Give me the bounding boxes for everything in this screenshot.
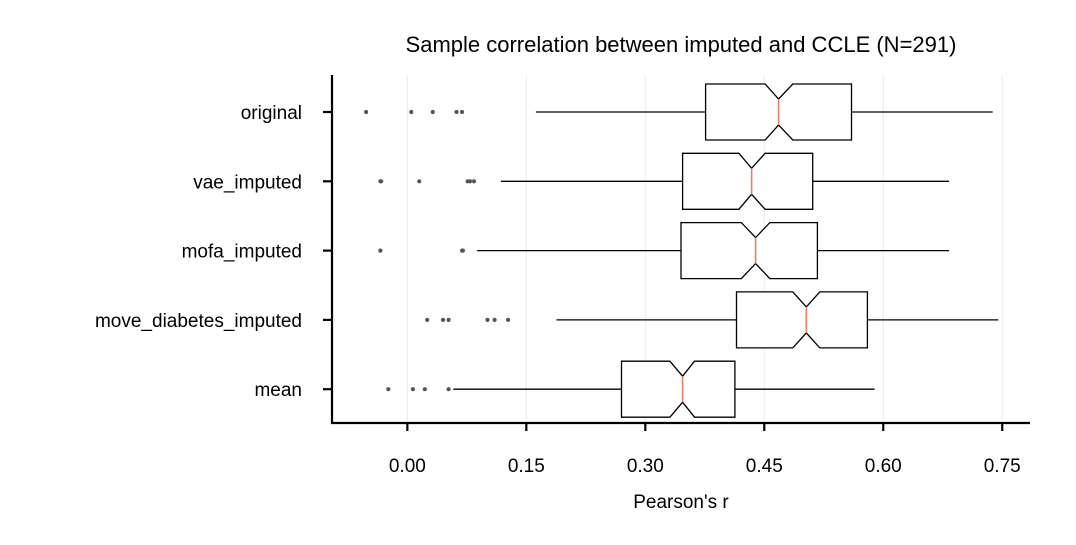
x-tick-label: 0.60: [865, 456, 902, 477]
box-group-original: [364, 83, 993, 141]
box-body: [735, 291, 869, 349]
box-group-mean: [386, 360, 875, 418]
outlier-point: [471, 179, 477, 184]
outlier-point: [505, 317, 511, 322]
x-axis-label: Pearson's r: [633, 492, 729, 513]
outlier-point: [492, 317, 497, 322]
outlier-point: [430, 109, 435, 115]
y-axis-ticks: original vae_imputed mofa_imputed move_diab…: [95, 103, 332, 401]
y-tick-label: mean: [254, 380, 302, 401]
outlier-point: [386, 387, 391, 392]
outlier-point: [410, 387, 416, 392]
x-tick-label: 0.45: [746, 456, 783, 477]
outlier-point: [378, 248, 383, 253]
box-group-move_diabetes_imputed: [425, 291, 999, 349]
y-tick-label: move_diabetes_imputed: [95, 311, 302, 332]
x-tick-label: 0.75: [984, 456, 1021, 477]
y-tick-label: mofa_imputed: [182, 242, 302, 263]
x-tick-label: 0.15: [508, 456, 545, 477]
x-tick-label: 0.00: [389, 456, 426, 477]
chart-title: Sample correlation between imputed and C…: [406, 32, 957, 57]
x-tick-label: 0.30: [627, 456, 664, 477]
outlier-point: [460, 248, 465, 253]
outlier-point: [409, 109, 414, 115]
outlier-point: [485, 317, 490, 322]
outlier-point: [417, 179, 422, 184]
outlier-point: [364, 109, 369, 115]
outlier-point: [446, 387, 451, 392]
y-tick-label: vae_imputed: [193, 172, 302, 193]
box-group-mofa_imputed: [378, 221, 950, 280]
box-body: [620, 360, 736, 418]
outlier-point: [467, 179, 473, 184]
box-group-vae_imputed: [378, 152, 950, 210]
outlier-point: [425, 317, 430, 322]
outlier-point: [446, 317, 451, 322]
x-axis-ticks: 0.00 0.15 0.30 0.45 0.60 0.75: [389, 423, 1021, 477]
outlier-point: [459, 109, 465, 115]
box-body: [680, 221, 819, 280]
box-body: [681, 152, 814, 210]
outlier-point: [422, 387, 427, 392]
y-tick-label: original: [241, 103, 302, 124]
outlier-point: [440, 317, 446, 322]
boxes: [364, 83, 999, 418]
outlier-point: [379, 179, 384, 184]
outlier-point: [454, 109, 459, 115]
